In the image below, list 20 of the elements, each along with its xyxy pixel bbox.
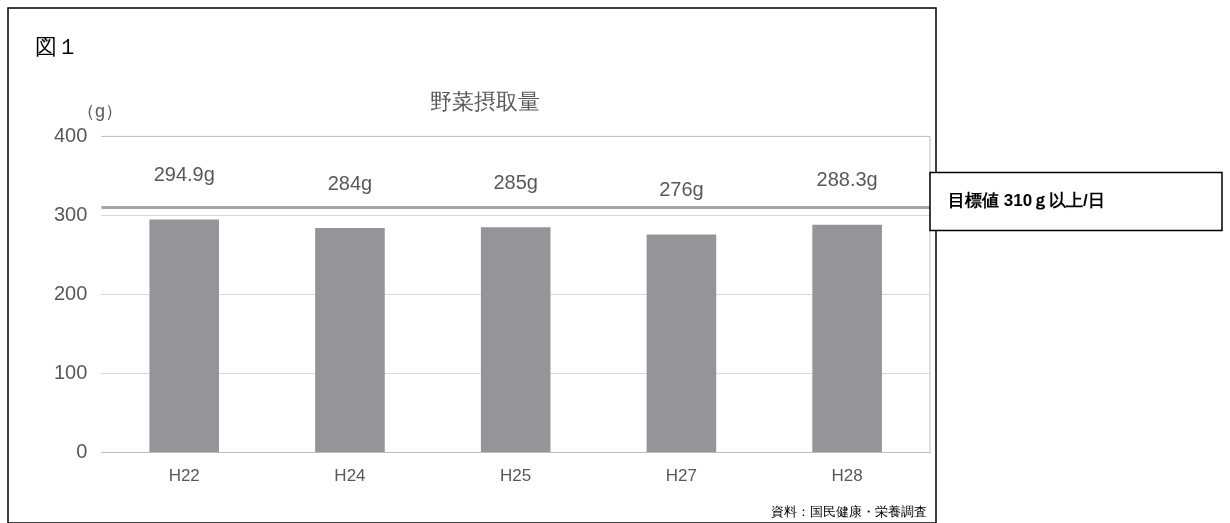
y-axis-title: （g） [76,100,124,121]
data-label: 276g [659,177,704,200]
y-tick-label: 100 [53,361,88,384]
y-tick-label: 300 [53,202,88,225]
ref-line-label: 目標値 310ｇ以上/日 [948,191,1105,211]
chart-title: 野菜摂取量 [430,89,540,115]
caption: 図１ [35,34,79,60]
x-tick-label: H22 [168,466,200,486]
x-tick-label: H25 [500,466,532,486]
y-tick-label: 0 [76,440,88,463]
y-tick-label: 400 [53,123,88,146]
data-label: 288.3g [816,168,878,191]
text: 資料：国民健康・栄養調査 [771,503,927,519]
data-label: 285g [493,170,538,193]
x-tick-label: H24 [334,466,366,486]
data-label: 284g [327,171,373,194]
data-label: 294.9g [153,163,215,185]
x-tick-label: H27 [665,466,697,486]
y-tick-label: 200 [53,282,88,305]
x-tick-label: H28 [831,466,863,486]
